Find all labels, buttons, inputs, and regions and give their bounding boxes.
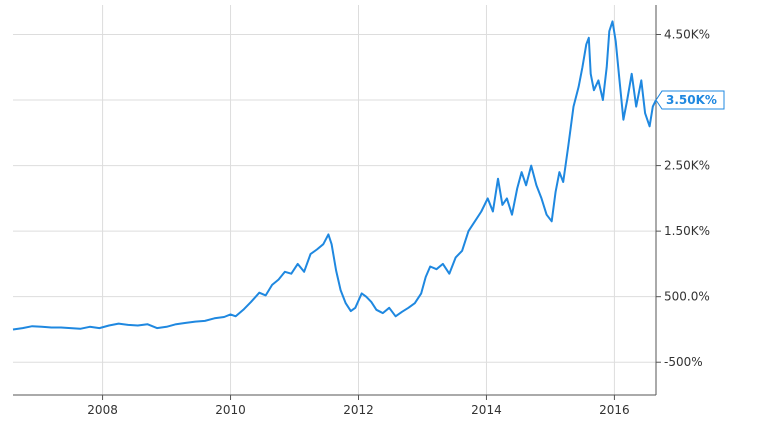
x-tick-label: 2016: [599, 403, 630, 417]
y-tick-label: -500%: [664, 355, 703, 369]
y-tick-label: 1.50K%: [664, 224, 710, 238]
series-line: [12, 20, 657, 331]
x-tick-label: 2014: [471, 403, 502, 417]
x-tick-label: 2008: [87, 403, 118, 417]
x-tick-label: 2010: [215, 403, 246, 417]
y-tick-label: 500.0%: [664, 290, 710, 304]
y-tick-label: 2.50K%: [664, 159, 710, 173]
axes: [13, 5, 661, 400]
series-layer: [12, 20, 657, 331]
tick-labels: 4.50K% 2.50K% 1.50K% 500.0% -500% 2008 2010 201…: [87, 27, 710, 417]
x-tick-label: 2012: [343, 403, 374, 417]
last-value-callout: 3.50K%: [655, 90, 725, 110]
last-value-callout-box: [655, 90, 725, 110]
y-tick-label: 4.50K%: [664, 27, 710, 41]
last-value-label: 3.50K%: [666, 93, 717, 107]
grid-lines: [13, 5, 656, 395]
